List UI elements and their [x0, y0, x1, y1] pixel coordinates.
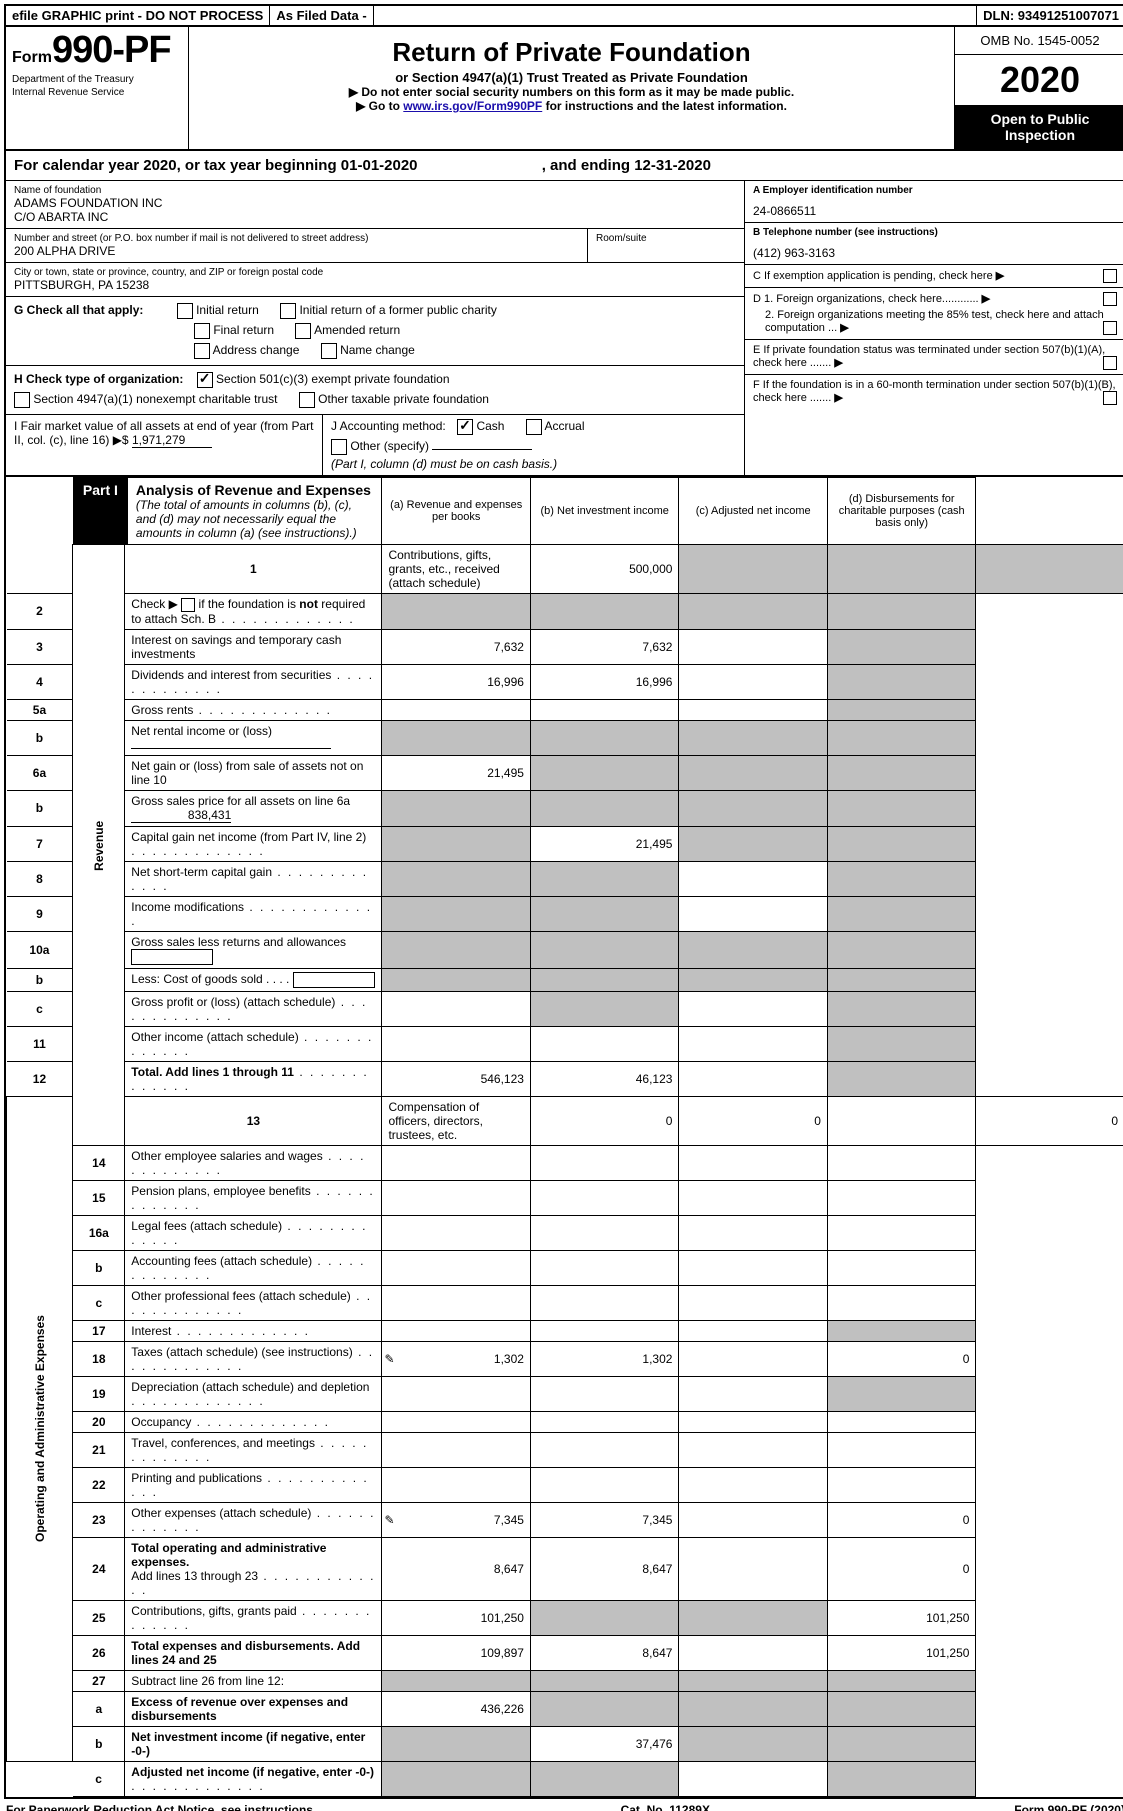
- address-change-checkbox[interactable]: [194, 343, 210, 359]
- other-taxable-checkbox[interactable]: [299, 392, 315, 408]
- col-d-header: (d) Disbursements for charitable purpose…: [827, 478, 976, 545]
- accrual-checkbox[interactable]: [526, 419, 542, 435]
- as-filed: As Filed Data -: [270, 6, 373, 25]
- efile-notice: efile GRAPHIC print - DO NOT PROCESS: [6, 6, 270, 25]
- calendar-year-row: For calendar year 2020, or tax year begi…: [6, 151, 1123, 181]
- ssn-warning: ▶ Do not enter social security numbers o…: [197, 85, 946, 99]
- open-inspection: Open to Public Inspection: [955, 105, 1123, 149]
- ein-cell: A Employer identification number 24-0866…: [745, 181, 1123, 223]
- d2-checkbox[interactable]: [1103, 321, 1117, 335]
- other-method-checkbox[interactable]: [331, 439, 347, 455]
- paperwork-notice: For Paperwork Reduction Act Notice, see …: [6, 1803, 316, 1811]
- room-suite-cell: Room/suite: [588, 229, 744, 263]
- header-right: OMB No. 1545-0052 2020 Open to Public In…: [954, 27, 1123, 149]
- accounting-method-cell: J Accounting method: Cash Accrual Other …: [323, 415, 744, 475]
- dept-treasury: Department of the Treasury: [12, 74, 182, 85]
- expenses-side-label: Operating and Administrative Expenses: [7, 1096, 73, 1761]
- tax-year: 2020: [955, 55, 1123, 105]
- phone-cell: B Telephone number (see instructions) (4…: [745, 223, 1123, 265]
- entity-info: Name of foundation ADAMS FOUNDATION INC …: [6, 181, 1123, 475]
- city-cell: City or town, state or province, country…: [6, 263, 744, 297]
- fmv-cell: I Fair market value of all assets at end…: [6, 415, 323, 475]
- name-change-checkbox[interactable]: [321, 343, 337, 359]
- part1-desc: Analysis of Revenue and Expenses (The to…: [128, 478, 382, 544]
- dln: DLN: 93491251007071: [977, 6, 1123, 25]
- topbar-spacer: [374, 6, 977, 25]
- d1-checkbox[interactable]: [1103, 292, 1117, 306]
- sch-b-checkbox[interactable]: [181, 598, 195, 612]
- 4947a1-checkbox[interactable]: [14, 392, 30, 408]
- f-60month-termination: F If the foundation is in a 60-month ter…: [745, 375, 1123, 409]
- c-checkbox[interactable]: [1103, 269, 1117, 283]
- form-id-block: Form990-PF Department of the Treasury In…: [6, 27, 189, 149]
- form-ref: Form 990-PF (2020): [1014, 1803, 1123, 1811]
- irs-link[interactable]: www.irs.gov/Form990PF: [403, 99, 542, 113]
- final-return-checkbox[interactable]: [194, 323, 210, 339]
- form-header: Form990-PF Department of the Treasury In…: [4, 27, 1123, 151]
- omb-number: OMB No. 1545-0052: [955, 27, 1123, 55]
- form-number: Form990-PF: [12, 29, 182, 72]
- top-bar: efile GRAPHIC print - DO NOT PROCESS As …: [4, 4, 1123, 27]
- form-title-block: Return of Private Foundation or Section …: [189, 27, 954, 149]
- amended-return-checkbox[interactable]: [295, 323, 311, 339]
- h-org-type-row: H Check type of organization: Section 50…: [6, 366, 744, 415]
- attachment-icon[interactable]: ✎: [384, 1352, 394, 1366]
- col-c-header: (c) Adjusted net income: [679, 478, 828, 545]
- part1-table: Part I Analysis of Revenue and Expenses …: [6, 477, 1123, 1797]
- attachment-icon[interactable]: ✎: [384, 1513, 394, 1527]
- 501c3-checkbox[interactable]: [197, 372, 213, 388]
- page-footer: For Paperwork Reduction Act Notice, see …: [4, 1799, 1123, 1811]
- g-check-row: G Check all that apply: Initial return I…: [6, 297, 744, 366]
- e-checkbox[interactable]: [1103, 356, 1117, 370]
- initial-former-public-checkbox[interactable]: [280, 303, 296, 319]
- f-checkbox[interactable]: [1103, 391, 1117, 405]
- street-address-cell: Number and street (or P.O. box number if…: [6, 229, 588, 263]
- e-status-terminated: E If private foundation status was termi…: [745, 340, 1123, 375]
- catalog-number: Cat. No. 11289X: [621, 1803, 710, 1811]
- irs-label: Internal Revenue Service: [12, 87, 182, 98]
- foundation-name-cell: Name of foundation ADAMS FOUNDATION INC …: [6, 181, 744, 229]
- d-foreign-orgs: D 1. Foreign organizations, check here..…: [745, 288, 1123, 340]
- line2-desc: Check ▶ if the foundation is not require…: [125, 594, 382, 630]
- col-a-header: (a) Revenue and expenses per books: [382, 478, 531, 545]
- form-title: Return of Private Foundation: [197, 37, 946, 68]
- c-exemption-pending: C If exemption application is pending, c…: [745, 265, 1123, 288]
- col-b-header: (b) Net investment income: [530, 478, 679, 545]
- revenue-side-label: Revenue: [73, 545, 125, 1146]
- initial-return-checkbox[interactable]: [177, 303, 193, 319]
- cash-checkbox[interactable]: [457, 419, 473, 435]
- part1-tag: Part I: [73, 478, 128, 544]
- instructions-link-row: ▶ Go to www.irs.gov/Form990PF for instru…: [197, 99, 946, 113]
- form-subtitle: or Section 4947(a)(1) Trust Treated as P…: [197, 70, 946, 85]
